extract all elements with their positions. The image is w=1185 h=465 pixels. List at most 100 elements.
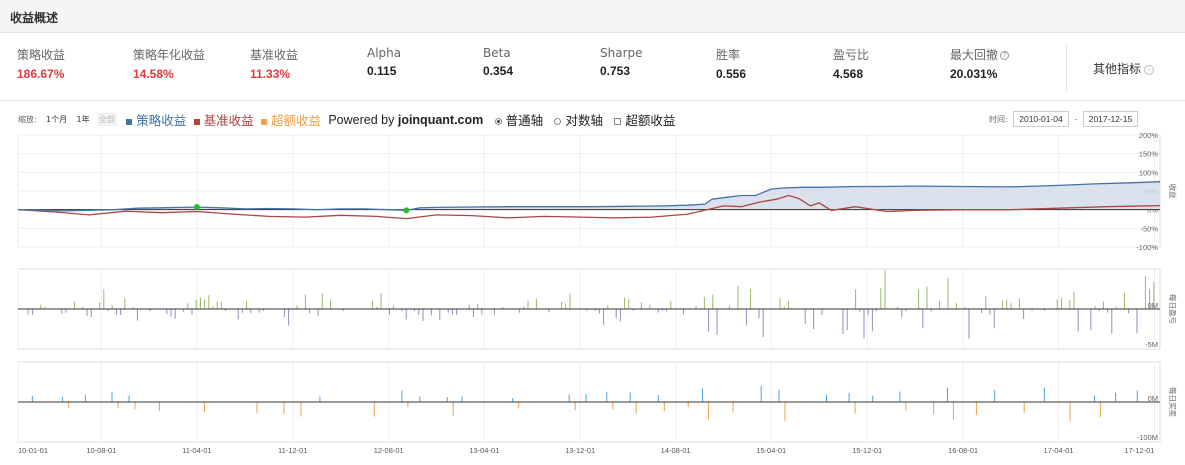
axis-log-option[interactable]: 对数轴 (546, 110, 603, 129)
metric-label: 盈亏比 (833, 48, 870, 62)
metric-value: 0.753 (600, 64, 631, 78)
more-metrics-label: 其他指标 (1093, 62, 1142, 76)
metric-label-wrap: 最大回撤? (950, 46, 1010, 63)
metric-value: 4.568 (833, 67, 864, 81)
legend-benchmark-return[interactable]: 基准收益 (193, 110, 254, 129)
panel-header: 收益概述 (0, 0, 1185, 33)
metric-benchmark-return: 基准收益 11.33% (250, 46, 298, 81)
x-tick-label: 13-12-01 (565, 446, 595, 455)
x-tick-label: 10-08-01 (86, 446, 116, 455)
legend-swatch (193, 118, 200, 125)
divider (1066, 45, 1067, 91)
metric-label: 胜率 (716, 48, 741, 62)
zoom-1-month-button[interactable]: 1个月 (46, 115, 68, 124)
legend-excess-return[interactable]: 超额收益 (260, 110, 321, 129)
page-title: 收益概述 (10, 11, 59, 25)
trade-marker (403, 207, 410, 214)
axis-option-label: 对数轴 (565, 113, 603, 128)
x-tick-label: 15-04-01 (756, 446, 786, 455)
powered-by: Powered by joinquant.com (328, 113, 483, 127)
metric-win-rate: 胜率 0.556 (716, 46, 746, 81)
metric-value: 20.031% (950, 67, 998, 81)
y-axis-label: 收益 (1168, 184, 1178, 200)
radio-icon (554, 118, 562, 126)
legend-label: 基准收益 (203, 113, 254, 128)
metric-label: 基准收益 (250, 48, 299, 62)
y-tick-label: 0% (1147, 206, 1158, 215)
zoom-1-year-button[interactable]: 1年 (76, 115, 90, 124)
metric-annual-return: 策略年化收益 14.58% (133, 46, 205, 81)
metric-label: 策略年化收益 (133, 48, 206, 62)
x-tick-label: 14-08-01 (661, 446, 691, 455)
y-tick-label: -50% (1140, 224, 1158, 233)
zoom-label: 缩放: (18, 115, 37, 124)
x-tick-label: 11-12-01 (278, 446, 307, 455)
trade-marker (193, 204, 200, 211)
metric-beta: Beta 0.354 (483, 46, 513, 78)
metric-value: 186.67% (17, 67, 65, 81)
metric-label: 策略收益 (17, 48, 66, 62)
help-icon[interactable]: ? (1000, 51, 1010, 60)
legend-swatch (260, 118, 267, 125)
metric-label: Alpha (367, 46, 402, 60)
checkbox-icon (614, 118, 622, 126)
legend-label: 策略收益 (136, 113, 187, 128)
chevron-right-icon: › (1144, 64, 1155, 75)
metric-value: 11.33% (250, 67, 291, 81)
date-to-input[interactable]: 2017-12-15 (1082, 111, 1139, 127)
metric-label: 最大回撤 (950, 48, 999, 62)
metric-alpha: Alpha 0.115 (367, 46, 401, 78)
x-tick-label: 11-04-01 (182, 446, 211, 455)
metric-max-drawdown: 最大回撤? 20.031% (950, 46, 1010, 81)
metric-value: 14.58% (133, 67, 174, 81)
metric-value: 0.115 (367, 64, 397, 78)
y-tick-label: -100M (1137, 433, 1158, 442)
x-tick-label: 15-12-01 (852, 446, 882, 455)
zoom-all-button[interactable]: 全部 (96, 113, 117, 126)
legend-label: 超额收益 (270, 113, 321, 128)
checkbox-label: 超额收益 (625, 113, 676, 128)
pnl-panel-frame (17, 268, 1161, 350)
x-tick-label: 17-04-01 (1044, 446, 1074, 455)
metrics-bar: 策略收益 186.67% 策略年化收益 14.58% 基准收益 11.33% A… (0, 33, 1185, 101)
date-from-input[interactable]: 2010-01-04 (1013, 111, 1069, 127)
metric-value: 0.354 (483, 64, 514, 78)
metric-sharpe: Sharpe 0.753 (600, 46, 643, 78)
y-tick-label: 200% (1139, 131, 1159, 140)
x-tick-label: 10-01-01 (18, 446, 48, 455)
powered-brand: joinquant.com (397, 112, 484, 127)
y-axis-label: 每日买卖 (1168, 387, 1178, 417)
time-label: 时间: (989, 115, 1008, 124)
metric-label: Beta (483, 46, 511, 60)
strategy-area (19, 181, 1161, 211)
y-tick-label: -5M (1145, 340, 1158, 349)
y-tick-label: 0M (1148, 301, 1158, 310)
chart-toolbar: 缩放: 1个月 1年 全部 策略收益 基准收益 超额收益 Powered by … (18, 110, 675, 129)
y-tick-label: -100% (1136, 243, 1158, 252)
axis-normal-option[interactable]: 普通轴 (487, 110, 544, 129)
metric-profit-loss-ratio: 盈亏比 4.568 (833, 46, 869, 81)
more-metrics-button[interactable]: 其他指标 › (1093, 60, 1155, 77)
legend-strategy-return[interactable]: 策略收益 (126, 110, 186, 129)
benchmark-line (19, 194, 1161, 220)
excess-return-checkbox[interactable]: 超额收益 (606, 110, 675, 129)
x-tick-label: 13-04-01 (469, 446, 499, 455)
powered-prefix: Powered by (328, 112, 395, 127)
y-tick-label: 50% (1143, 187, 1158, 196)
returns-panel-frame (17, 134, 1161, 248)
legend-swatch (126, 118, 133, 125)
metric-value: 0.556 (716, 67, 747, 81)
metric-strategy-return: 策略收益 186.67% (17, 46, 65, 81)
x-tick-label: 16-08-01 (948, 446, 978, 455)
date-separator: - (1074, 115, 1078, 124)
metric-label: Sharpe (600, 46, 643, 60)
y-tick-label: 100% (1139, 168, 1159, 177)
trades-panel-frame (17, 361, 1161, 443)
radio-selected-icon (494, 118, 502, 126)
y-axis-label: 每日盈亏 (1168, 294, 1178, 324)
y-tick-label: 0M (1148, 394, 1158, 403)
x-tick-label: 12-08-01 (374, 446, 404, 455)
strategy-line (19, 181, 1161, 212)
y-tick-label: 150% (1139, 150, 1159, 159)
axis-option-label: 普通轴 (505, 113, 544, 128)
